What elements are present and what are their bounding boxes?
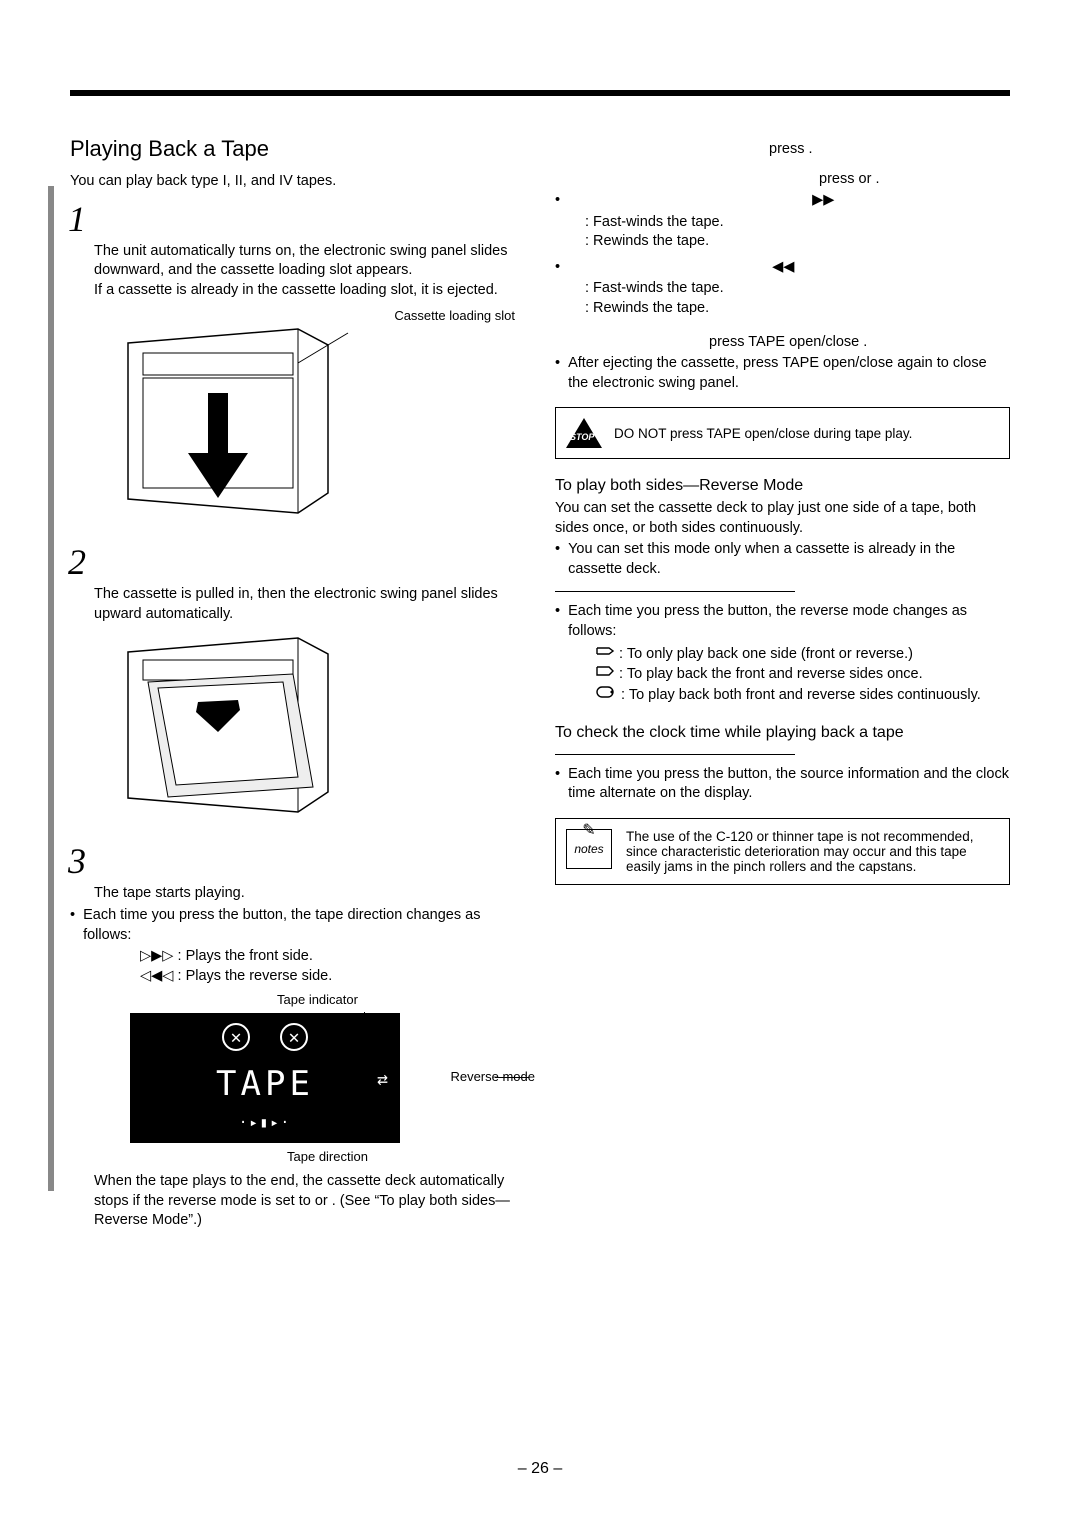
- reverse-b2-text: Each time you press the button, the reve…: [568, 602, 1010, 641]
- section-title: Playing Back a Tape: [70, 136, 525, 162]
- left-column: Playing Back a Tape You can play back ty…: [70, 136, 525, 1231]
- bullet-icon: [555, 765, 560, 804]
- rev-ff: : Fast-winds the tape.: [585, 279, 1010, 299]
- callout-top-line: [364, 1012, 365, 1026]
- cassette-unit-open-icon: [98, 323, 358, 533]
- ff-icon: ▶▶: [812, 192, 834, 208]
- wind-intro-text: press or .: [819, 171, 879, 187]
- cassette-unit-insert-icon: [98, 632, 358, 832]
- step3-end: When the tape plays to the end, the cass…: [94, 1172, 525, 1231]
- notes-text: The use of the C-120 or thinner tape is …: [626, 829, 999, 874]
- step-number-2: 2: [68, 541, 525, 583]
- eject-line: press TAPE open/close .: [555, 333, 1010, 353]
- reverse-b1: You can set this mode only when a casset…: [555, 540, 1010, 579]
- bullet-icon: [70, 906, 75, 945]
- step-number-1: 1: [68, 198, 525, 240]
- eject-line-text: press TAPE open/close .: [709, 334, 867, 350]
- eject-bullet: After ejecting the cassette, press TAPE …: [555, 354, 1010, 393]
- reverse-b2: Each time you press the button, the reve…: [555, 602, 1010, 641]
- figure-1: Cassette loading slot: [98, 308, 525, 533]
- two-column-layout: Playing Back a Tape You can play back ty…: [70, 136, 1010, 1231]
- both-once-icon: [595, 664, 615, 685]
- notes-icon: notes: [566, 829, 612, 869]
- front-side-line: ▷▶▷ : Plays the front side.: [140, 947, 525, 967]
- callout-right-line: [495, 1077, 529, 1078]
- figure-2: [98, 632, 525, 832]
- tape-direction-icon: ·▸▮▸·: [239, 1115, 291, 1131]
- divider: [555, 591, 795, 592]
- rm2-text: : To play back the front and reverse sid…: [619, 666, 923, 682]
- during-forward: ▶▶: [555, 191, 1010, 211]
- step3-b1-text: Each time you press the button, the tape…: [83, 906, 525, 945]
- rm-line-3: : To play back both front and reverse si…: [595, 685, 1010, 706]
- fwd-ff: : Fast-winds the tape.: [585, 213, 1010, 233]
- display-wrapper: ✕ ✕ TAPE ⇄ ·▸▮▸· Reverse mode: [70, 1013, 525, 1143]
- clock-b1: Each time you press the button, the sour…: [555, 765, 1010, 804]
- tape-indicator-label: Tape indicator: [110, 992, 525, 1007]
- warning-box: STOP DO NOT press TAPE open/close during…: [555, 407, 1010, 459]
- reverse-mode-icon: ⇄: [377, 1069, 388, 1090]
- rm-line-1: : To only play back one side (front or r…: [595, 644, 1010, 665]
- manual-page: Playing Back a Tape You can play back ty…: [0, 0, 1080, 1528]
- front-side-text: Plays the front side.: [186, 948, 313, 964]
- bullet-icon: [555, 191, 560, 211]
- bullet-icon: [555, 602, 560, 641]
- stop-line-text: press .: [769, 141, 813, 157]
- reverse-play-icon: ◁◀◁: [140, 968, 173, 984]
- fwd-rw: : Rewinds the tape.: [585, 232, 1010, 252]
- top-rule: [70, 90, 1010, 96]
- step3-p1: The tape starts playing.: [94, 884, 525, 904]
- lcd-display: ✕ ✕ TAPE ⇄ ·▸▮▸·: [130, 1013, 400, 1143]
- warning-text: DO NOT press TAPE open/close during tape…: [614, 426, 912, 441]
- notes-box: notes The use of the C-120 or thinner ta…: [555, 818, 1010, 885]
- step3-end-text: When the tape plays to the end, the cass…: [94, 1173, 510, 1228]
- intro-text: You can play back type I, II, and IV tap…: [70, 172, 525, 192]
- rew-icon: ◀◀: [772, 259, 794, 275]
- step2-p1: The cassette is pulled in, then the elec…: [94, 585, 525, 624]
- forward-play-icon: ▷▶▷: [140, 948, 173, 964]
- reverse-b1-text: You can set this mode only when a casset…: [568, 540, 1010, 579]
- rm-line-2: : To play back the front and reverse sid…: [595, 664, 1010, 685]
- reverse-side-text: Plays the reverse side.: [186, 968, 333, 984]
- bullet-icon: [555, 540, 560, 579]
- rm3-text: : To play back both front and reverse si…: [621, 687, 981, 703]
- stop-line: press .: [555, 140, 1010, 160]
- divider: [555, 754, 795, 755]
- step-number-3: 3: [68, 840, 525, 882]
- step1-p1: The unit automatically turns on, the ele…: [94, 242, 525, 281]
- bullet-icon: [555, 354, 560, 393]
- reverse-side-line: ◁◀◁ : Plays the reverse side.: [140, 967, 525, 987]
- reel-left-icon: ✕: [222, 1023, 250, 1051]
- reverse-mode-heading: To play both sides—Reverse Mode: [555, 477, 1010, 495]
- page-number: – 26 –: [0, 1460, 1080, 1478]
- clock-b1-text: Each time you press the button, the sour…: [568, 765, 1010, 804]
- stop-icon: STOP: [566, 418, 602, 448]
- fig1-label: Cassette loading slot: [98, 308, 515, 323]
- one-side-icon: [595, 644, 615, 665]
- reverse-p1: You can set the cassette deck to play ju…: [555, 499, 1010, 538]
- reel-right-icon: ✕: [280, 1023, 308, 1051]
- rev-rw: : Rewinds the tape.: [585, 299, 1010, 319]
- step3-bullet: Each time you press the button, the tape…: [70, 906, 525, 945]
- tape-reels-icon: ✕ ✕: [222, 1023, 308, 1051]
- bullet-icon: [555, 258, 560, 278]
- rm1-text: : To only play back one side (front or r…: [619, 646, 913, 662]
- wind-intro: press or .: [555, 170, 1010, 190]
- tape-direction-label: Tape direction: [130, 1149, 525, 1164]
- step1-p2: If a cassette is already in the cassette…: [94, 281, 525, 301]
- during-reverse: ◀◀: [555, 258, 1010, 278]
- display-tape-word: TAPE: [216, 1064, 314, 1104]
- continuous-icon: [595, 685, 617, 706]
- clock-heading: To check the clock time while playing ba…: [555, 724, 1010, 742]
- eject-b1-text: After ejecting the cassette, press TAPE …: [568, 354, 1010, 393]
- right-column: press . press or . ▶▶ : Fast-winds the t…: [555, 136, 1010, 1231]
